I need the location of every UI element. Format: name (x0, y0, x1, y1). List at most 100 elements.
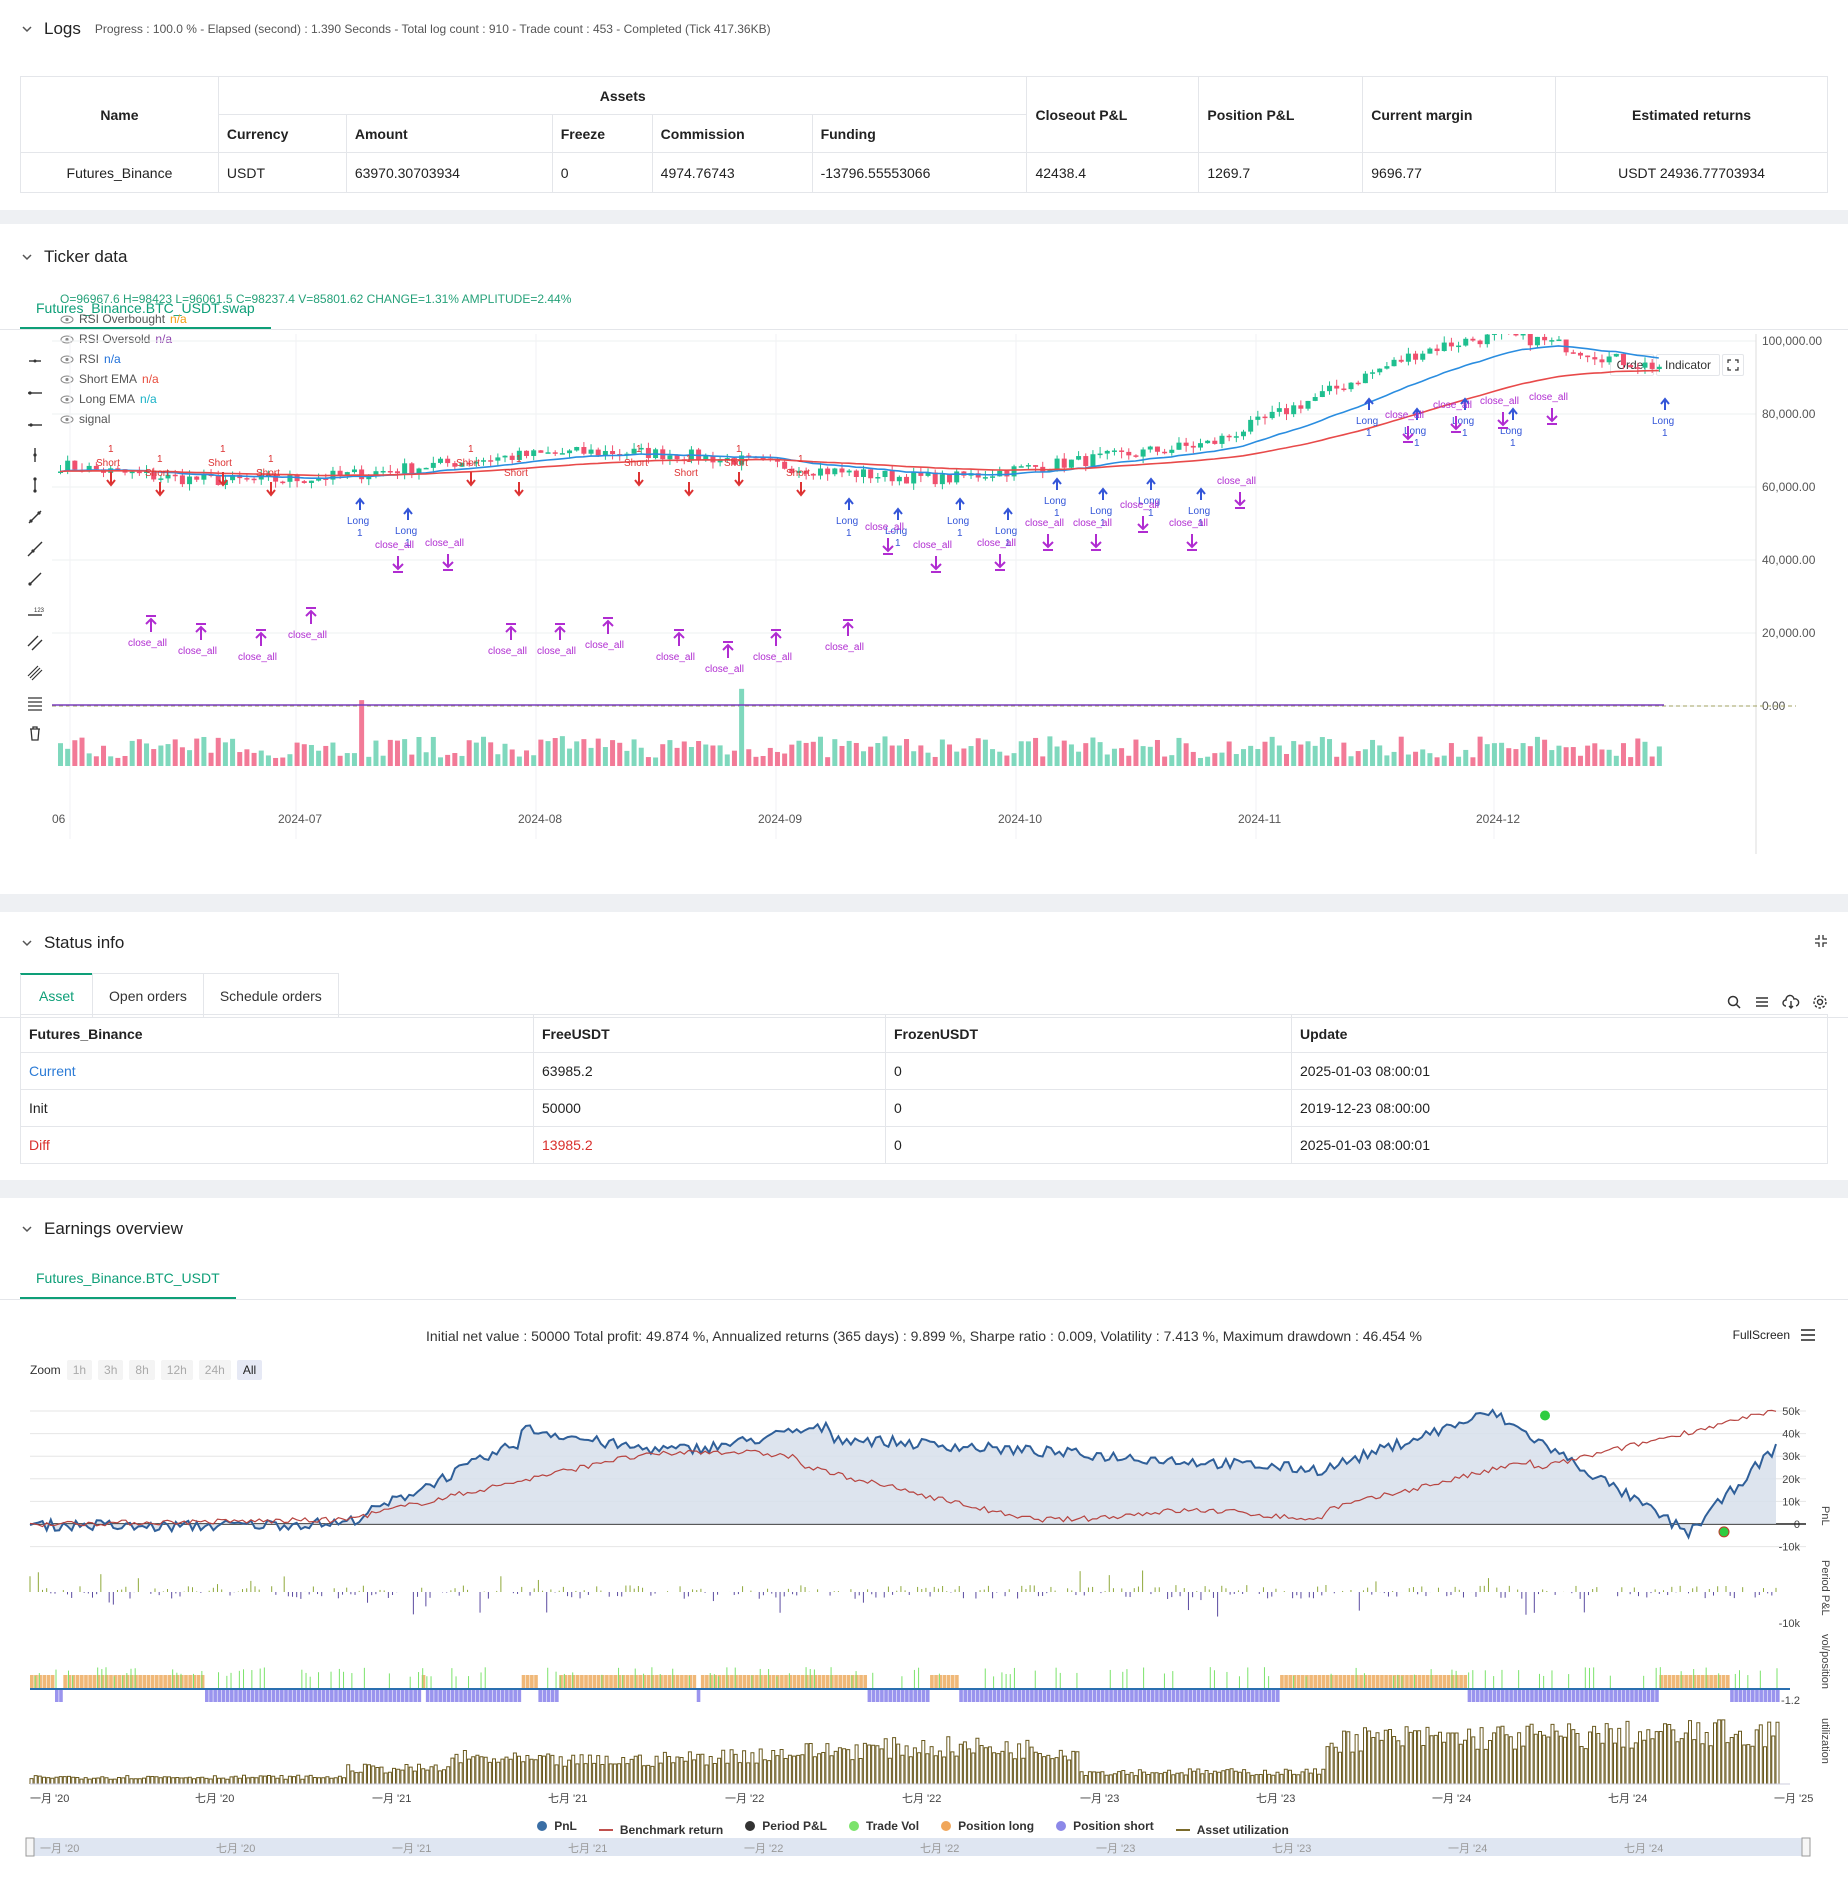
tab-open-orders[interactable]: Open orders (92, 973, 204, 1017)
candle (1025, 465, 1031, 467)
legend-item[interactable]: Period P&L (745, 1819, 827, 1833)
arrow-line-icon[interactable] (26, 570, 44, 588)
vertical-line-icon[interactable] (26, 446, 44, 464)
eye-icon[interactable] (60, 415, 74, 424)
legend-item[interactable]: RSI Overbought n/a (60, 312, 187, 326)
position-long-bar (534, 1675, 538, 1689)
legend-item[interactable]: Asset utilization (1175, 1823, 1289, 1837)
volume-bar (466, 740, 472, 766)
close-all-label: close_all (425, 538, 464, 549)
volume-bar (559, 736, 565, 766)
horizontal-line-icon[interactable] (26, 384, 44, 402)
position-long-bar (1342, 1675, 1347, 1689)
position-short-bar (867, 1689, 872, 1702)
close-all-label: close_all (585, 640, 624, 651)
zoom-8h-button[interactable]: 8h (129, 1360, 155, 1380)
candle (1305, 400, 1311, 409)
collapse-caret-icon[interactable] (20, 936, 34, 950)
position-long-bar (830, 1675, 834, 1689)
position-short-bar (1767, 1689, 1772, 1702)
menu-icon[interactable] (1800, 1328, 1816, 1342)
position-long-bar (946, 1675, 951, 1689)
volume-bar (402, 739, 408, 766)
long-arrow (1196, 487, 1206, 500)
collapse-caret-icon[interactable] (20, 22, 34, 36)
price-label-icon[interactable]: 123 (26, 602, 44, 620)
legend-item[interactable]: Trade Vol (848, 1819, 919, 1833)
tab-schedule-orders[interactable]: Schedule orders (202, 973, 339, 1017)
candle (889, 470, 895, 482)
legend-item[interactable]: PnL (537, 1819, 577, 1833)
levels-icon[interactable] (26, 694, 44, 712)
fullscreen-button[interactable]: FullScreen (1733, 1328, 1816, 1342)
candle (954, 471, 960, 483)
legend-item[interactable]: Position short (1056, 1819, 1154, 1833)
gear-icon[interactable] (1812, 994, 1828, 1010)
y-tick-label: 20,000.00 (1762, 626, 1816, 640)
eye-icon[interactable] (60, 375, 74, 384)
position-short-bar (1509, 1689, 1513, 1702)
candle (1126, 451, 1132, 456)
zoom-all-button[interactable]: All (236, 1360, 263, 1380)
eye-icon[interactable] (60, 355, 74, 364)
position-short-bar (484, 1689, 488, 1702)
position-long-bar (130, 1675, 134, 1689)
position-short-bar (892, 1689, 897, 1702)
zoom-3h-button[interactable]: 3h (98, 1360, 124, 1380)
vertical-segment-icon[interactable] (26, 476, 44, 494)
volume-bar (273, 757, 279, 766)
extended-line-icon[interactable] (26, 540, 44, 558)
zoom-1h-button[interactable]: 1h (66, 1360, 93, 1380)
fib-icon[interactable] (26, 664, 44, 682)
position-long-bar (775, 1675, 780, 1689)
signal-qty: 1 (516, 454, 522, 465)
search-icon[interactable] (1726, 994, 1742, 1010)
indicator-button[interactable]: Indicator (1656, 354, 1720, 376)
earnings-chart[interactable]: 50k 40k 30k 20k 10k 0 -10k PnL -10k Period P&L -1.… (0, 1386, 1848, 1846)
eye-icon[interactable] (60, 335, 74, 344)
legend-item[interactable]: RSI n/a (60, 352, 121, 366)
volume-bar (330, 742, 336, 766)
navigator-tick-label: 七月 '20 (216, 1842, 255, 1855)
list-icon[interactable] (1754, 994, 1770, 1010)
price-chart[interactable]: 1 20,000.00 100,000.00 80,000.00 60,000.00 40… (0, 334, 1848, 854)
legend-item[interactable]: signal (60, 412, 110, 426)
position-short-bar (234, 1689, 238, 1702)
col-frozen: FrozenUSDT (885, 1014, 1292, 1053)
trash-icon[interactable] (26, 724, 44, 742)
candle (459, 462, 465, 467)
ticker-header[interactable]: Ticker data (0, 224, 1848, 290)
volume-bar (703, 744, 709, 766)
logs-header[interactable]: Logs Progress : 100.0 % - Elapsed (secon… (0, 0, 1848, 58)
zoom-12h-button[interactable]: 12h (160, 1360, 193, 1380)
tab-btc-usdt[interactable]: Futures_Binance.BTC_USDT (20, 1259, 236, 1299)
legend-item[interactable]: Position long (941, 1819, 1034, 1833)
zoom-24h-button[interactable]: 24h (198, 1360, 231, 1380)
tab-asset[interactable]: Asset (20, 973, 94, 1017)
eye-icon[interactable] (60, 315, 74, 324)
row-current-label[interactable]: Current (20, 1052, 534, 1090)
expand-icon[interactable] (1722, 354, 1744, 376)
legend-item[interactable]: RSI Oversold n/a (60, 332, 172, 346)
collapse-caret-icon[interactable] (20, 1222, 34, 1236)
cloud-download-icon[interactable] (1782, 994, 1800, 1010)
close-all-arrow (770, 629, 782, 646)
legend-item[interactable]: Long EMA n/a (60, 392, 157, 406)
trend-line-icon[interactable] (26, 508, 44, 526)
parallel-channel-icon[interactable] (26, 634, 44, 652)
eye-icon[interactable] (60, 395, 74, 404)
collapse-arrows-icon[interactable] (1814, 934, 1828, 951)
crosshair-icon[interactable] (26, 352, 44, 370)
tab-btc-usdt-swap[interactable]: Futures_Binance.BTC_USDT.swap (20, 289, 271, 329)
volume-bar (1620, 743, 1626, 766)
status-header[interactable]: Status info (0, 912, 1848, 974)
legend-item[interactable]: Benchmark return (598, 1823, 723, 1837)
volume-bar (86, 753, 92, 766)
position-long-bar (67, 1675, 72, 1689)
collapse-caret-icon[interactable] (20, 250, 34, 264)
ray-icon[interactable] (26, 416, 44, 434)
range-navigator[interactable]: 一月 '20 七月 '20 一月 '21 七月 '21 一月 '22 七月 '22 一月 '… (0, 1834, 1848, 1860)
volume-bar (1276, 745, 1282, 766)
earnings-header[interactable]: Earnings overview (0, 1198, 1848, 1260)
legend-item[interactable]: Short EMA n/a (60, 372, 159, 386)
